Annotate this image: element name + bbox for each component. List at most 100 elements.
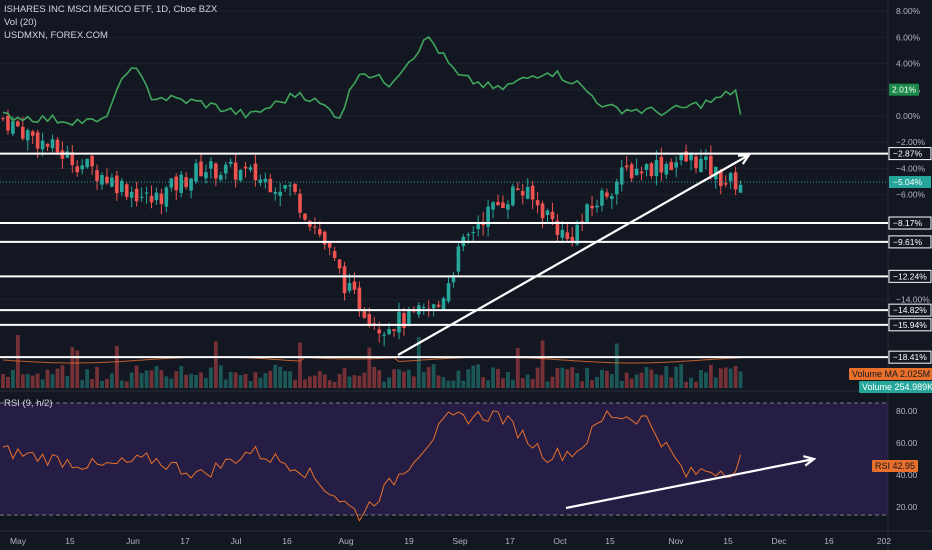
volume-bar bbox=[728, 368, 733, 388]
time-tick-label: Sep bbox=[452, 536, 467, 546]
candle-body bbox=[550, 211, 555, 220]
volume-bar bbox=[372, 366, 377, 388]
volume-bar bbox=[441, 377, 446, 388]
time-tick-label: Dec bbox=[771, 536, 787, 546]
candle-body bbox=[718, 170, 723, 187]
volume-bar bbox=[387, 377, 391, 388]
volume-bar bbox=[605, 370, 609, 388]
volume-label: Volume bbox=[862, 382, 893, 392]
volume-bar bbox=[273, 364, 278, 388]
volume-bar bbox=[738, 371, 743, 388]
volume-bar bbox=[288, 371, 292, 388]
candle-body bbox=[679, 154, 683, 161]
rsi-band bbox=[0, 403, 888, 515]
candle-body bbox=[377, 329, 381, 334]
volume-bar bbox=[451, 380, 456, 388]
volume-bar bbox=[60, 365, 65, 388]
volume-legend[interactable]: Vol (20) bbox=[4, 17, 37, 28]
volume-ma-label: Volume MA bbox=[852, 369, 898, 379]
volume-bar bbox=[570, 367, 575, 388]
volume-bar bbox=[481, 377, 486, 388]
time-tick-label: May bbox=[10, 536, 27, 546]
candle-body bbox=[407, 309, 411, 325]
volume-bar bbox=[471, 365, 476, 388]
candle-body bbox=[610, 196, 614, 199]
candle-body bbox=[639, 171, 644, 174]
volume-bar bbox=[689, 377, 693, 388]
candle-body bbox=[90, 155, 94, 167]
candle-body bbox=[21, 126, 25, 139]
volume-bar bbox=[337, 374, 342, 388]
volume-bar bbox=[342, 368, 347, 388]
volume-bar bbox=[694, 381, 698, 388]
price-tick-label: −2.00% bbox=[896, 137, 926, 147]
candle-body bbox=[238, 170, 243, 181]
volume-bar bbox=[624, 372, 629, 388]
volume-bar bbox=[669, 377, 674, 388]
candle-body bbox=[45, 143, 50, 147]
time-tick-label: 202 bbox=[877, 536, 891, 546]
volume-bar bbox=[585, 367, 589, 388]
candle-body bbox=[298, 193, 302, 213]
volume-bar bbox=[303, 379, 307, 388]
candle-body bbox=[75, 166, 80, 173]
volume-bar bbox=[367, 347, 372, 388]
candle-body bbox=[491, 202, 495, 210]
rsi-legend[interactable]: RSI (9, h/2) bbox=[4, 398, 53, 409]
candle-body bbox=[40, 140, 45, 150]
candle-body bbox=[154, 192, 159, 201]
volume-bar bbox=[194, 374, 198, 388]
volume-bar bbox=[218, 365, 223, 388]
candle-body bbox=[471, 232, 476, 234]
volume-bar bbox=[159, 370, 164, 388]
candle-body bbox=[367, 314, 372, 326]
time-tick-label: 17 bbox=[180, 536, 190, 546]
candle-body bbox=[555, 220, 560, 235]
volume-bar bbox=[80, 379, 85, 388]
volume-bar bbox=[357, 375, 362, 388]
volume-bar bbox=[258, 377, 263, 388]
volume-bar bbox=[713, 377, 718, 388]
volume-bar bbox=[263, 373, 268, 388]
compare-legend[interactable]: USDMXN, FOREX.COM bbox=[4, 30, 108, 41]
compare-label: 2.01% bbox=[892, 85, 917, 95]
volume-bar bbox=[189, 373, 193, 388]
rsi-tick-label: 80.00 bbox=[896, 406, 918, 416]
volume-tag: Volume 254.989K bbox=[859, 381, 932, 393]
candle-body bbox=[70, 152, 75, 166]
time-tick-label: Oct bbox=[553, 536, 567, 546]
volume-bar bbox=[85, 369, 90, 388]
candle-body bbox=[629, 164, 634, 179]
candle-body bbox=[159, 193, 164, 204]
candle-body bbox=[644, 164, 649, 170]
volume-bar bbox=[614, 343, 619, 388]
level-label-box bbox=[888, 318, 932, 332]
price-tick-label: −14.00% bbox=[896, 294, 930, 304]
candle-body bbox=[506, 204, 510, 210]
volume-bar bbox=[402, 371, 406, 388]
candle-body bbox=[105, 176, 109, 184]
volume-bar bbox=[629, 378, 634, 388]
volume-bar bbox=[446, 380, 451, 388]
candle-body bbox=[446, 283, 451, 302]
candle-body bbox=[699, 158, 703, 172]
volume-bar bbox=[595, 376, 599, 388]
time-tick-label: Jul bbox=[231, 536, 242, 546]
candle-body bbox=[619, 167, 624, 185]
candle-body bbox=[318, 229, 322, 235]
candle-body bbox=[590, 205, 594, 209]
volume-bar bbox=[634, 374, 639, 388]
volume-bar bbox=[486, 380, 490, 388]
candle-body bbox=[352, 281, 357, 290]
volume-bar bbox=[278, 366, 283, 388]
candle-body bbox=[273, 191, 278, 194]
volume-bar bbox=[575, 373, 580, 388]
rsi-curve bbox=[2, 409, 742, 522]
rsi-line bbox=[2, 409, 742, 522]
candle-body bbox=[194, 163, 198, 182]
symbol-legend[interactable]: ISHARES INC MSCI MEXICO ETF, 1D, Cboe BZ… bbox=[4, 4, 218, 15]
candle-body bbox=[11, 121, 15, 134]
volume-bar bbox=[674, 366, 679, 388]
volume-bar bbox=[718, 368, 723, 388]
